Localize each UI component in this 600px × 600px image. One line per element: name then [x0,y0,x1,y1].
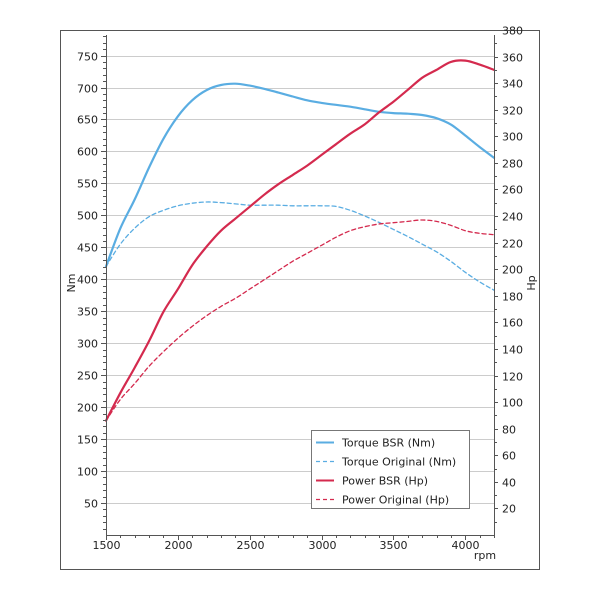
y2-tick-label: 60 [502,450,516,463]
y-tick-label: 300 [77,338,98,351]
x-tick-label: 1500 [93,539,121,552]
legend-label: Power BSR (Hp) [342,475,428,488]
y2-tick-label: 220 [502,238,523,251]
axes: 50 100 150 200 250 300 350 400 450 500 550 600 650 70… [77,25,523,553]
y2-tick-label: 40 [502,477,516,490]
y-tick-label: 450 [77,242,98,255]
x-tick-label: 2500 [237,539,265,552]
y2-tick-label: 140 [502,344,523,357]
y-tick-label: 100 [77,466,98,479]
y2-tick-label: 260 [502,184,523,197]
legend-label: Torque BSR (Nm) [341,437,435,450]
y-tick-label: 400 [77,274,98,287]
y-tick-label: 700 [77,83,98,96]
x-tick-label: 3500 [380,539,408,552]
y2-axis-label: Hp [525,275,538,290]
x-tick-label: 4000 [452,539,480,552]
y-tick-label: 50 [84,498,98,511]
y2-tick-label: 180 [502,291,523,304]
y-tick-label: 750 [77,51,98,64]
series-line-power-original-hp [105,219,495,422]
x-axis-label: rpm [474,549,496,562]
y2-tick-label: 20 [502,503,516,516]
legend-box [311,430,470,509]
y2-tick-label: 320 [502,105,523,118]
series-line-power-bsr-hp [104,59,496,422]
y-axis-label: Nm [65,274,78,293]
y2-tick-label: 200 [502,264,523,277]
x-tick-label: 3000 [309,539,337,552]
y-tick-label: 500 [77,210,98,223]
y2-tick-label: 160 [502,317,523,330]
y2-tick-label: 300 [502,131,523,144]
legend: Torque BSR (Nm) Torque Original (Nm) Power… [311,430,470,509]
y2-tick-label: 340 [502,78,523,91]
y-tick-label: 350 [77,306,98,319]
legend-label: Power Original (Hp) [342,494,449,507]
y-tick-label: 250 [77,370,98,383]
y-tick-label: 200 [77,402,98,415]
series-line-torque-bsr-nm [104,82,496,268]
y2-tick-label: 120 [502,371,523,384]
series-line-torque-original-nm [105,201,495,291]
legend-label: Torque Original (Nm) [341,456,456,469]
y-tick-label: 550 [77,178,98,191]
y-tick-label: 600 [77,146,98,159]
y-tick-label: 150 [77,434,98,447]
y2-tick-label: 360 [502,52,523,65]
y2-tick-label: 240 [502,211,523,224]
y2-tick-label: 280 [502,158,523,171]
y2-tick-label: 100 [502,397,523,410]
series-lines [104,59,496,422]
x-tick-label: 2000 [165,539,193,552]
y2-tick-label: 380 [502,25,523,38]
y-tick-label: 650 [77,114,98,127]
y2-tick-label: 80 [502,424,516,437]
